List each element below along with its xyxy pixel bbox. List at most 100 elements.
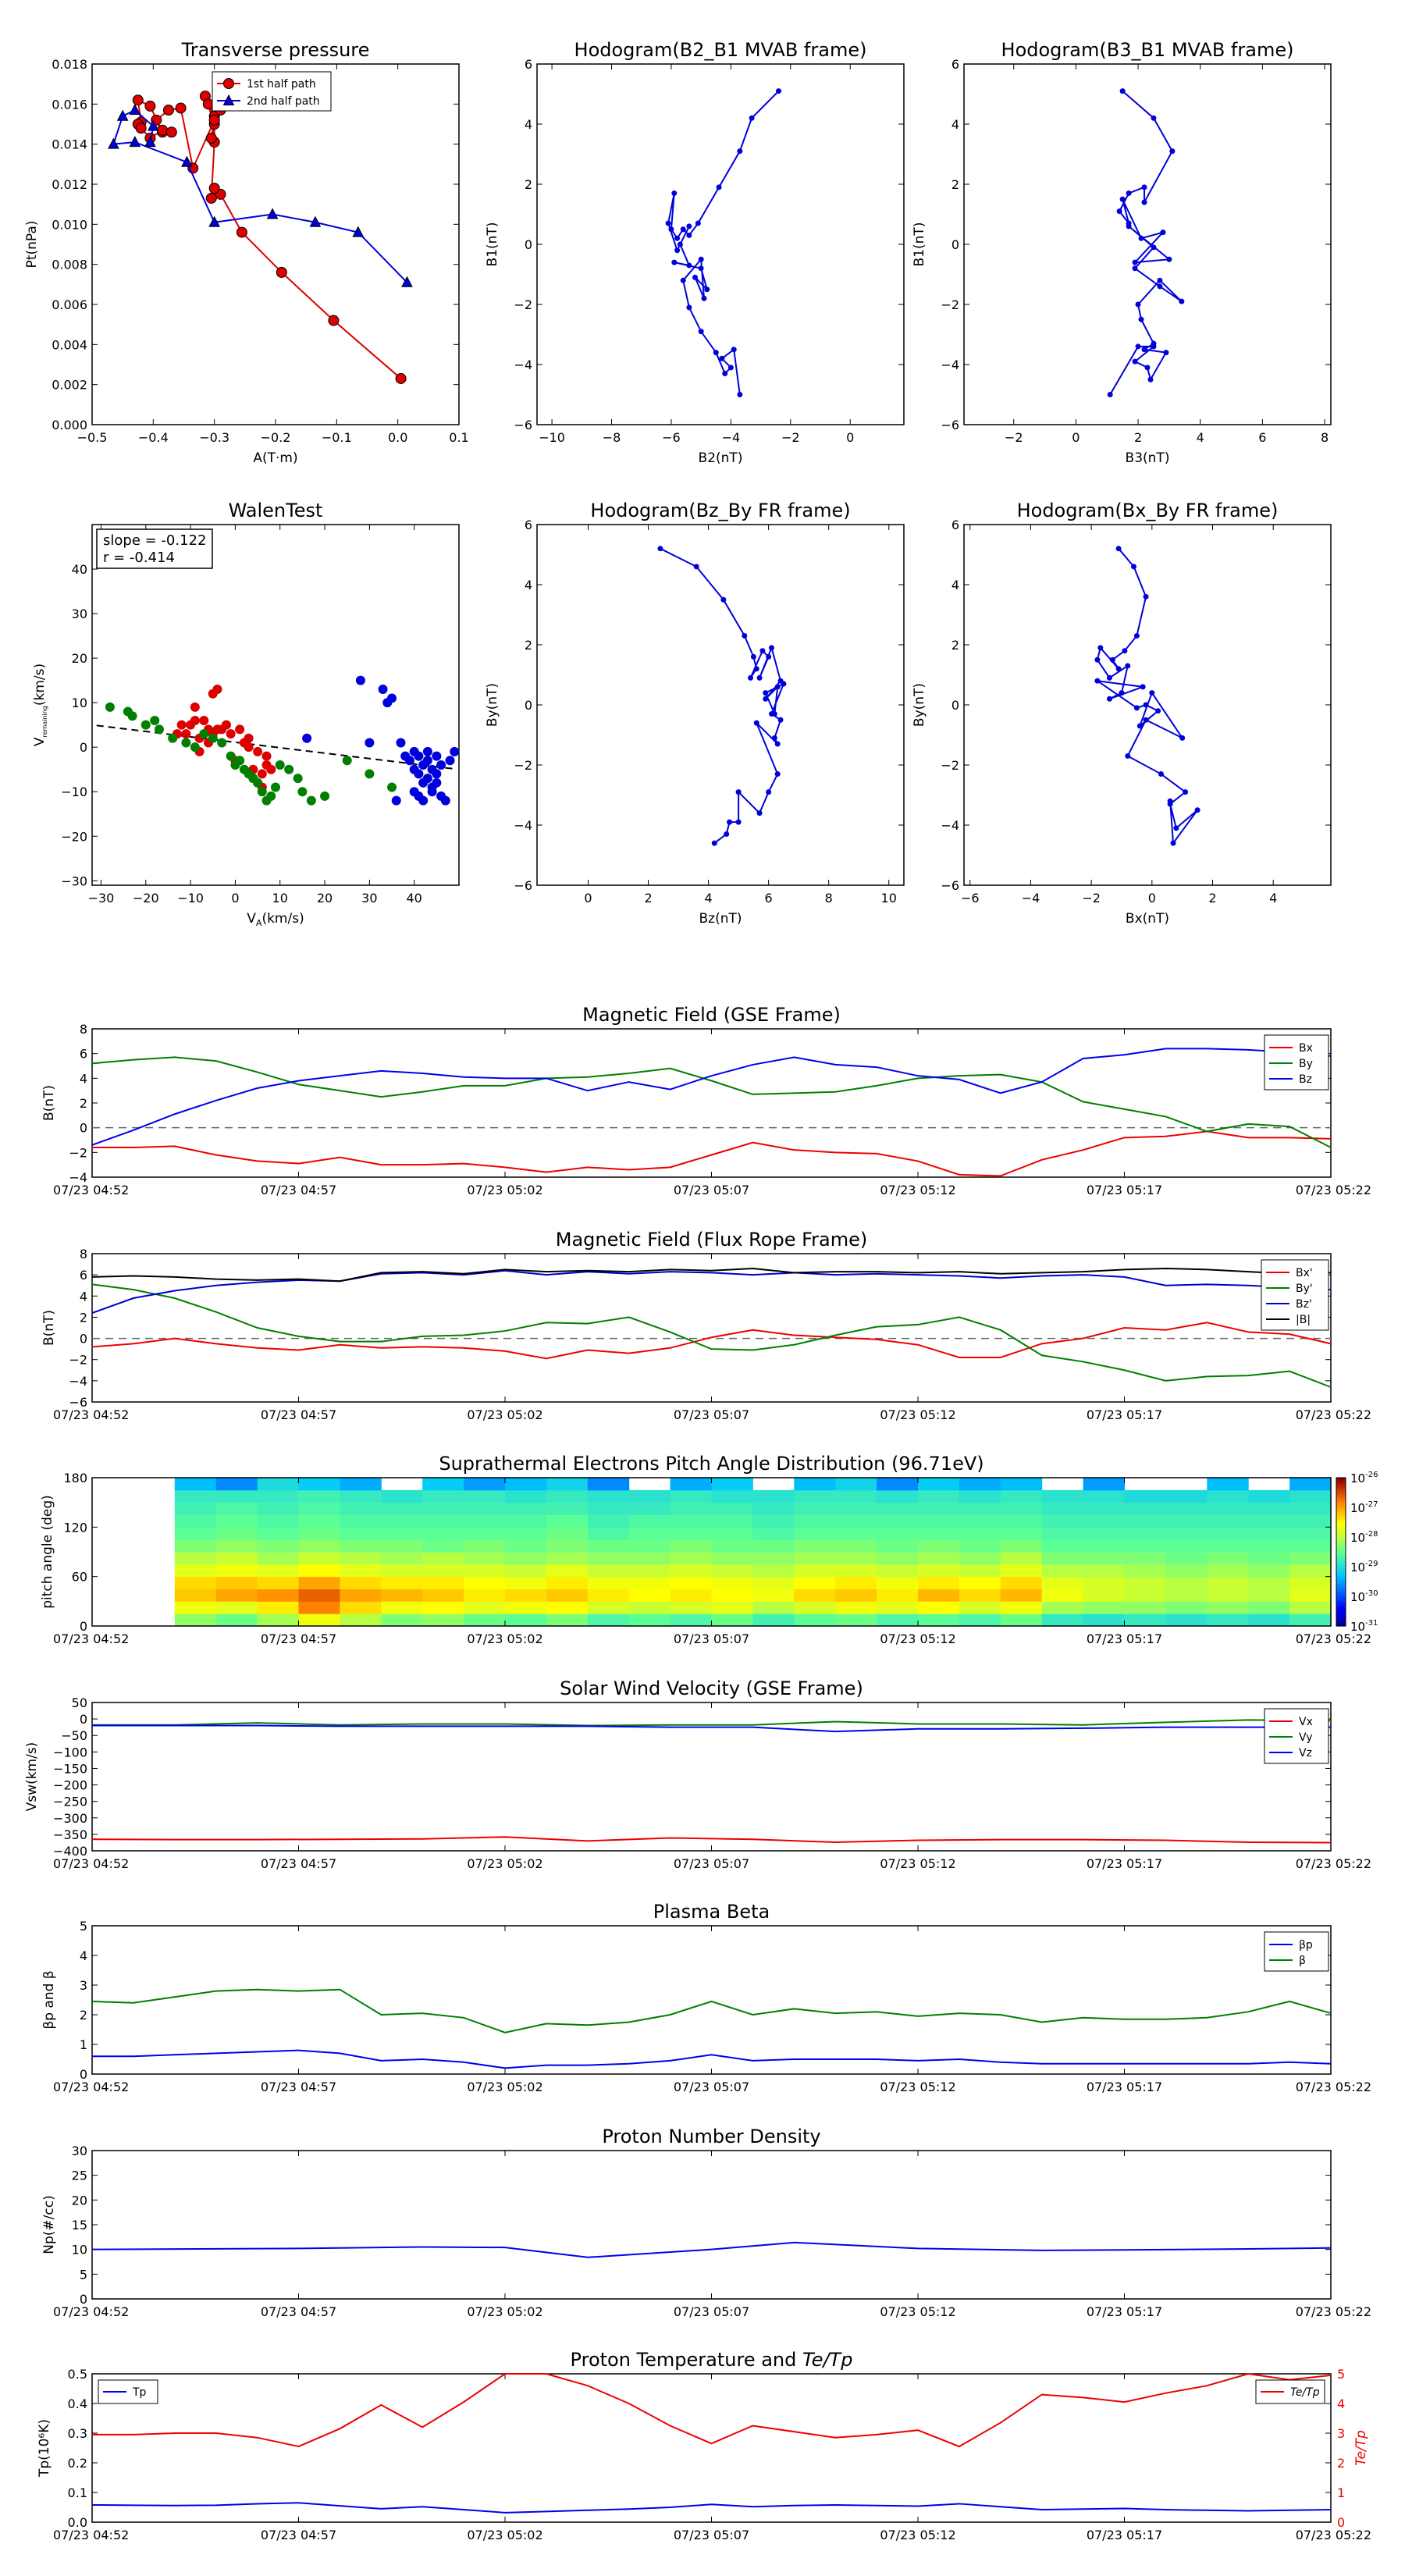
colorbar-segment xyxy=(1336,1527,1346,1531)
heatmap-cell xyxy=(546,1576,589,1589)
heatmap-cell xyxy=(1207,1552,1249,1565)
heatmap-cell xyxy=(959,1552,1001,1565)
data-point xyxy=(748,674,754,681)
data-point xyxy=(735,819,742,825)
data-point xyxy=(404,756,414,766)
data-point xyxy=(140,720,151,730)
data-point xyxy=(116,109,129,121)
data-point xyxy=(698,265,704,272)
data-point xyxy=(698,256,704,262)
colorbar-label: 10-30 xyxy=(1350,1589,1378,1604)
heatmap-cell xyxy=(711,1589,753,1602)
heatmap-cell xyxy=(1248,1614,1290,1627)
data-point xyxy=(422,756,432,766)
colorbar-base: 10 xyxy=(1350,1471,1365,1485)
colorbar-segment xyxy=(1336,1493,1346,1496)
data-point xyxy=(1183,789,1189,795)
colorbar-segment xyxy=(1336,1522,1346,1525)
heatmap-cell xyxy=(464,1539,506,1553)
data-point xyxy=(701,295,707,301)
x-tick-label: 07/23 04:57 xyxy=(261,2080,336,2094)
y-tick-label: −150 xyxy=(53,1761,87,1776)
axes-frame xyxy=(91,1253,1332,1403)
heatmap-cell xyxy=(752,1564,795,1578)
x-tick-label: 07/23 05:12 xyxy=(880,1407,955,1422)
y-tick-label: 6 xyxy=(951,57,959,72)
y-tick-label: 4 xyxy=(525,578,532,592)
heatmap-cell xyxy=(670,1527,712,1540)
x-tick-label: −20 xyxy=(133,891,159,906)
data-point xyxy=(253,746,263,756)
heatmap-cell xyxy=(1165,1576,1208,1589)
y-tick-label: 2 xyxy=(80,1310,87,1325)
data-point xyxy=(1157,283,1163,290)
heatmap-cell xyxy=(215,1589,258,1602)
heatmap-cell xyxy=(587,1576,630,1589)
series-line xyxy=(91,1267,1332,1283)
data-point xyxy=(768,645,774,651)
y-tick-label: 0.016 xyxy=(52,97,87,112)
heatmap-cell xyxy=(174,1564,217,1578)
x-tick-label: 07/23 05:22 xyxy=(1296,2304,1371,2319)
heatmap-cell xyxy=(1124,1564,1166,1578)
data-point xyxy=(396,738,406,748)
heatmap-cell xyxy=(215,1478,258,1491)
colorbar-base: 10 xyxy=(1350,1560,1365,1574)
y-tick-label: −50 xyxy=(61,1728,87,1743)
y-tick-label: 10 xyxy=(72,2243,87,2258)
heatmap-cell xyxy=(752,1576,795,1589)
heatmap-cell xyxy=(215,1514,258,1528)
chart-np: Proton Number Density 0 5 10 15 20 25 30 07/23 0… xyxy=(41,2126,1371,2319)
data-point xyxy=(753,666,759,672)
colorbar-base: 10 xyxy=(1350,1531,1365,1545)
data-point xyxy=(328,315,340,326)
heatmap-cell xyxy=(464,1589,506,1602)
data-point xyxy=(1179,298,1185,304)
data-point xyxy=(320,791,330,801)
y-tick-label: −4 xyxy=(941,818,959,833)
heatmap-cell xyxy=(670,1576,712,1589)
data-point xyxy=(774,684,781,690)
heatmap-cell xyxy=(298,1527,340,1540)
heatmap-cell xyxy=(959,1614,1001,1627)
data-point xyxy=(427,787,437,797)
chart-title-text: Proton Temperature and xyxy=(571,2349,802,2371)
data-point xyxy=(1094,656,1101,663)
data-point xyxy=(257,769,267,779)
x-tick-label: 07/23 04:52 xyxy=(53,1407,129,1422)
heatmap-cell xyxy=(174,1576,217,1589)
x-tick-label: 10 xyxy=(272,891,288,906)
data-point xyxy=(674,247,681,254)
y-tick-label: 6 xyxy=(80,1268,87,1283)
x-tick-label: 6 xyxy=(765,891,773,906)
data-point xyxy=(422,746,432,756)
heatmap-cell xyxy=(670,1539,712,1553)
heatmap-cell xyxy=(1248,1539,1290,1553)
series-line xyxy=(91,1269,1332,1314)
data-point xyxy=(132,94,144,106)
data-point xyxy=(226,751,236,761)
data-point xyxy=(719,355,725,361)
heatmap-cell xyxy=(587,1589,630,1602)
x-axis-label: B2(nT) xyxy=(699,450,743,466)
heatmap-cell xyxy=(298,1601,340,1614)
heatmap-cell xyxy=(877,1614,919,1627)
x-tick-label: 07/23 05:22 xyxy=(1296,2080,1371,2094)
data-point xyxy=(266,208,279,219)
y-tick-label: 0.0 xyxy=(68,2515,87,2530)
heatmap-cell xyxy=(1248,1552,1290,1565)
colorbar-segment xyxy=(1336,1557,1346,1560)
data-point xyxy=(387,782,397,792)
y-axis-label: B(nT) xyxy=(41,1310,57,1346)
data-point xyxy=(293,774,303,784)
heatmap-cell xyxy=(215,1601,258,1614)
heatmap-cell xyxy=(794,1564,836,1578)
x-tick-label: 10 xyxy=(881,891,897,906)
heatmap-cell xyxy=(877,1552,919,1565)
data-point xyxy=(671,190,678,197)
heatmap-cell xyxy=(1165,1552,1208,1565)
heatmap-cell xyxy=(298,1552,340,1565)
heatmap-cell xyxy=(340,1502,382,1515)
heatmap-cell xyxy=(505,1576,547,1589)
heatmap-cell xyxy=(546,1489,589,1503)
